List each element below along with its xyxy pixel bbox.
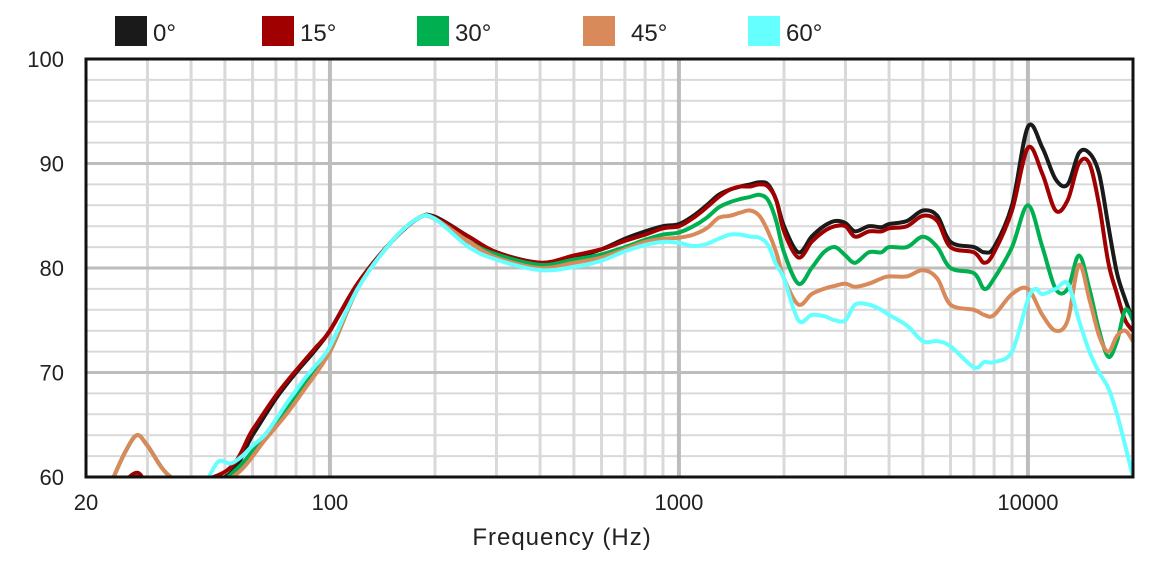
- x-tick-label: 100: [312, 490, 349, 515]
- y-tick-label: 60: [40, 465, 64, 490]
- major-grid: [86, 59, 1133, 477]
- legend-label-2: 30°: [455, 20, 491, 47]
- x-axis-label: Frequency (Hz): [472, 524, 651, 551]
- x-tick-label: 10000: [997, 490, 1058, 515]
- legend-label-1: 15°: [300, 20, 336, 47]
- y-tick-label: 80: [40, 256, 64, 281]
- x-tick-label: 1000: [654, 490, 703, 515]
- x-tick-label: 20: [74, 490, 98, 515]
- legend: 0° 15° 30° 45° 60°: [115, 16, 822, 47]
- legend-label-0: 0°: [153, 20, 176, 47]
- legend-label-4: 60°: [786, 20, 822, 47]
- x-axis-ticks: 20 100 1000 10000: [74, 490, 1059, 515]
- plot-frame: [84, 57, 1135, 479]
- series-lines: [111, 122, 1133, 477]
- legend-swatch-4: [748, 16, 780, 46]
- series-line-3: [111, 208, 1133, 477]
- legend-label-3: 45°: [631, 20, 667, 47]
- y-axis-ticks: 60 70 80 90 100: [27, 47, 64, 490]
- y-tick-label: 90: [40, 152, 64, 177]
- legend-swatch-0: [115, 16, 147, 46]
- legend-swatch-2: [417, 16, 449, 46]
- y-tick-label: 70: [40, 361, 64, 386]
- series-line-4: [206, 213, 1133, 477]
- legend-swatch-3: [583, 16, 615, 46]
- y-tick-label: 100: [27, 47, 64, 72]
- series-line-1: [126, 144, 1133, 477]
- legend-swatch-1: [262, 16, 294, 46]
